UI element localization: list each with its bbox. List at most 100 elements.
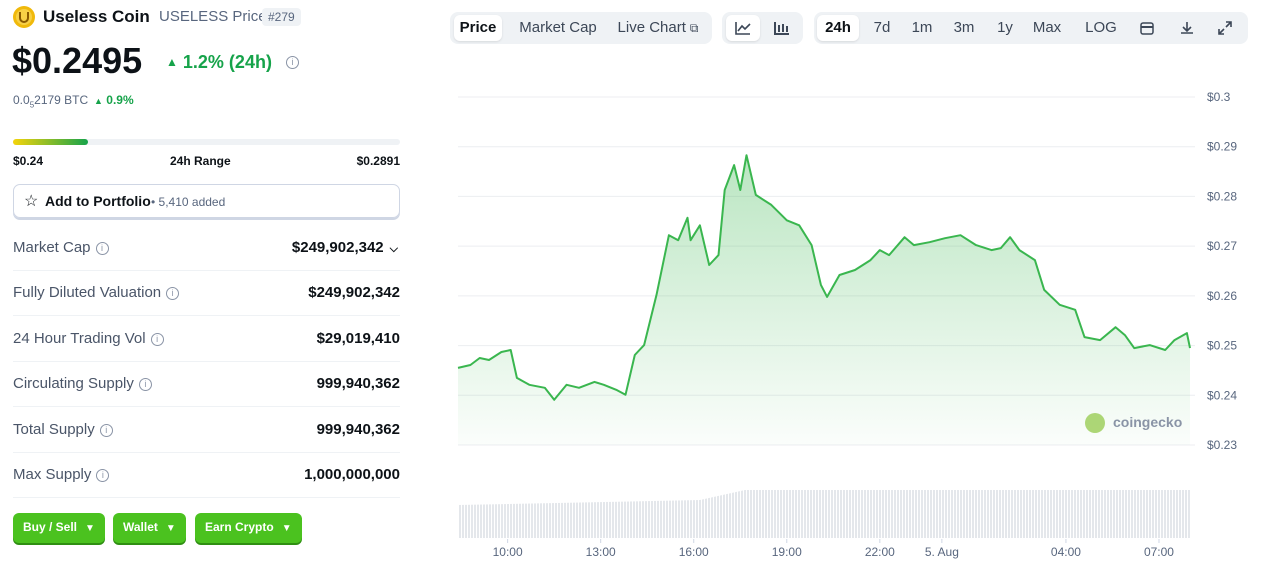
x-tick-label: 19:00 — [772, 545, 802, 559]
btc-prefix: 0.0 — [13, 93, 30, 107]
stat-row: Max Supply i 1,000,000,000 — [13, 452, 400, 498]
rank-badge: #279 — [262, 8, 301, 26]
chevron: ▼ — [165, 523, 176, 534]
action-button[interactable]: Buy / Sell ▼ — [13, 513, 105, 543]
action-button-label: Earn Crypto — [205, 520, 274, 534]
stat-value: 999,940,362 — [317, 375, 400, 392]
action-button[interactable]: Wallet ▼ — [113, 513, 186, 543]
coin-symbol: USELESS Price — [159, 8, 267, 25]
stat-value: 999,940,362 — [317, 421, 400, 438]
view-tab-label: Price — [459, 19, 497, 36]
stat-label: Circulating Supply i — [13, 375, 152, 392]
x-tick-label: 04:00 — [1051, 545, 1081, 559]
y-tick-label: $0.29 — [1207, 140, 1237, 154]
action-button-label: Wallet — [123, 520, 158, 534]
range-label: 24h Range — [170, 154, 231, 168]
stat-value: 1,000,000,000 — [304, 466, 400, 483]
price-area — [458, 155, 1190, 445]
stat-row: Fully Diluted Valuation i $249,902,342 — [13, 270, 400, 317]
chevron: ▼ — [85, 523, 95, 534]
x-tick-label: 16:00 — [679, 545, 709, 559]
chevron[interactable]: ⌵ — [389, 243, 398, 255]
y-tick-label: $0.25 — [1207, 339, 1237, 353]
chevron: ▼ — [281, 523, 292, 534]
price-line — [457, 154, 1191, 401]
range-fill — [13, 139, 88, 145]
portfolio-label: Add to Portfolio — [45, 193, 151, 209]
y-tick-label: $0.3 — [1207, 90, 1231, 104]
stat-row: 24 Hour Trading Vol i $29,019,410 — [13, 316, 400, 362]
x-tick-label: 10:00 — [493, 545, 523, 559]
stat-label: Max Supply i — [13, 466, 110, 483]
range-tab[interactable]: 1y — [989, 15, 1021, 41]
range-track — [13, 139, 400, 145]
price-change-text: 1.2% (24h) — [182, 52, 272, 72]
btc-price: 0.052179 BTC — [13, 93, 88, 109]
range-tab[interactable]: LOG — [1076, 15, 1126, 41]
stat-label: 24 Hour Trading Vol i — [13, 330, 164, 347]
info-icon: i — [99, 423, 113, 437]
range-group: 24h 7d 1m 3m 1y Max LOG — [814, 12, 1248, 44]
y-tick-label: $0.26 — [1207, 289, 1237, 303]
stat-value: $249,902,342 ⌵ — [292, 239, 398, 256]
line-chart-toggle[interactable] — [726, 15, 760, 41]
portfolio-button[interactable]: ☆ Add to Portfolio • 5,410 added — [13, 184, 400, 218]
range-tab[interactable]: 1m — [903, 15, 941, 41]
range-tab-label: 7d — [873, 19, 891, 36]
stat-value-text: $29,019,410 — [316, 329, 400, 347]
action-button[interactable]: Earn Crypto ▼ — [195, 513, 302, 543]
range-tab[interactable]: 24h — [817, 15, 859, 41]
fullscreen-icon[interactable] — [1212, 15, 1238, 41]
range-tab[interactable]: 3m — [944, 15, 984, 41]
info-icon: i — [138, 378, 152, 392]
price-change: ▲ 1.2% (24h) — [166, 52, 272, 72]
coin-icon — [13, 6, 35, 28]
view-tab-label: Live Chart — [617, 19, 686, 36]
watermark-text: coingecko — [1113, 414, 1182, 430]
range-tab-label: 1y — [997, 19, 1013, 36]
star-icon: ☆ — [24, 193, 39, 210]
info-icon: i — [150, 332, 164, 346]
info-icon: i — [95, 242, 109, 255]
stat-label: Market Cap i — [13, 239, 109, 256]
external-icon: ⧉ — [689, 21, 699, 35]
range-tab-label: 1m — [911, 19, 933, 36]
range-tab-label: 24h — [825, 19, 851, 36]
x-tick-label: 13:00 — [586, 545, 616, 559]
btc-sub: 5 — [29, 100, 35, 110]
x-tick-label: 07:00 — [1144, 545, 1174, 559]
stat-value: $249,902,342 — [308, 284, 400, 301]
stat-value: $29,019,410 — [317, 330, 400, 347]
stat-value-text: $249,902,342 — [308, 284, 400, 302]
view-tab[interactable]: Live Chart ⧉ — [610, 15, 706, 41]
watermark-icon — [1085, 413, 1105, 433]
stat-row: Total Supply i 999,940,362 — [13, 407, 400, 453]
btc-change-text: 0.9% — [106, 93, 134, 107]
y-tick-label: $0.23 — [1207, 438, 1237, 452]
range-tab[interactable]: Max — [1024, 15, 1070, 41]
info-icon: i — [166, 287, 180, 301]
portfolio-added: • 5,410 added — [151, 195, 226, 209]
view-group: Price Market Cap Live Chart ⧉ — [450, 12, 712, 44]
download-icon[interactable] — [1174, 15, 1200, 41]
btc-change: ▲ 0.9% — [94, 93, 134, 107]
watermark-logo: coingecko — [1085, 413, 1182, 433]
stat-label-text: Market Cap — [13, 239, 91, 256]
stat-row: Circulating Supply i 999,940,362 — [13, 361, 400, 408]
view-tab[interactable]: Market Cap — [512, 15, 604, 41]
btc-rest: 2179 BTC — [34, 93, 89, 107]
stat-label: Total Supply i — [13, 421, 113, 438]
range-tab[interactable]: 7d — [864, 15, 900, 41]
stat-label-text: 24 Hour Trading Vol — [13, 329, 146, 347]
y-tick-label: $0.27 — [1207, 239, 1237, 253]
info-icon: i — [281, 53, 299, 71]
calendar-icon[interactable] — [1134, 15, 1160, 41]
range-tab-label: 3m — [953, 19, 975, 36]
stat-value-text: $249,902,342 — [291, 239, 384, 256]
candle-chart-toggle[interactable] — [765, 15, 799, 41]
action-button-label: Buy / Sell — [23, 520, 78, 534]
portfolio-count: 5,410 added — [158, 195, 226, 209]
volume-backdrop — [458, 490, 1190, 538]
view-tab[interactable]: Price — [454, 15, 502, 41]
